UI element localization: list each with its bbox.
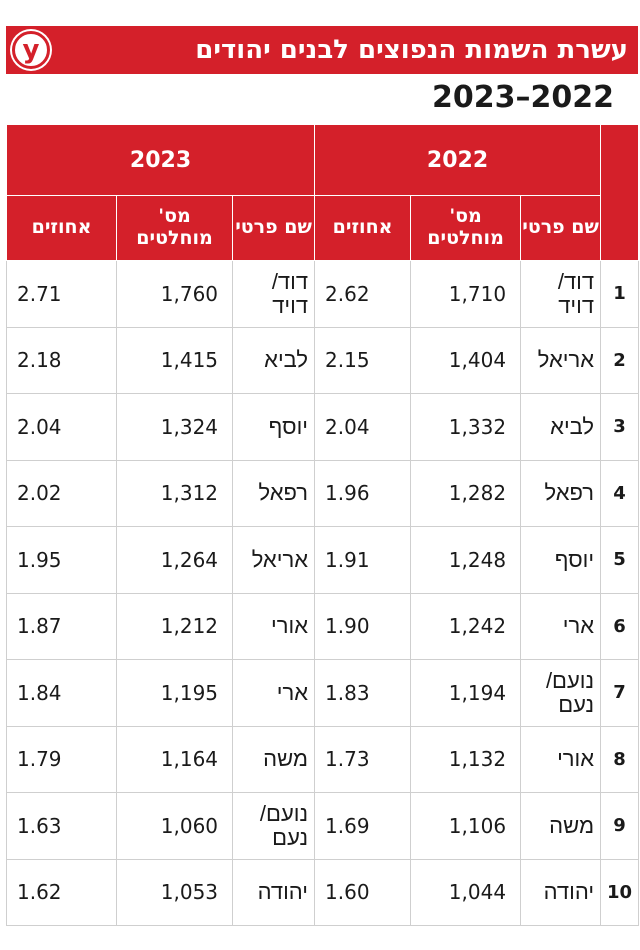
name-cell-2023: לביא xyxy=(232,326,316,394)
name-cell-2023: אורי xyxy=(232,592,316,660)
table-row: 10 יהודה 1,044 1.60 יהודה 1,053 1.62 xyxy=(5,858,640,926)
table-row: 2 אריאל 1,404 2.15 לביא 1,415 2.18 xyxy=(5,326,640,394)
name-cell-2022: אריאל xyxy=(520,326,602,394)
rank-cell: 4 xyxy=(600,459,640,527)
percent-cell-2023: 2.04 xyxy=(5,393,118,461)
percent-cell-2022: 1.83 xyxy=(314,659,412,727)
names-table-container: 2022 2023 שם פרטי מס' מוחלטים אחוזים שם … xyxy=(5,124,640,939)
percent-cell-2022: 1.96 xyxy=(314,459,412,527)
percent-cell-2022: 1.73 xyxy=(314,725,412,793)
count-cell-2023: 1,212 xyxy=(116,592,234,660)
count-cell-2022: 1,242 xyxy=(410,592,522,660)
name-cell-2022: ארי xyxy=(520,592,602,660)
col-header-count-2022: מס' מוחלטים xyxy=(410,195,522,261)
page-subtitle: 2023–2022 xyxy=(432,80,614,115)
col-header-name-2022: שם פרטי xyxy=(520,195,602,261)
year-header-2023: 2023 xyxy=(5,124,316,196)
percent-cell-2023: 2.71 xyxy=(5,260,118,328)
count-cell-2023: 1,312 xyxy=(116,459,234,527)
percent-cell-2023: 1.84 xyxy=(5,659,118,727)
rank-cell: 6 xyxy=(600,592,640,660)
ynet-logo-icon: y xyxy=(12,31,50,69)
rank-cell: 9 xyxy=(600,792,640,860)
rank-cell: 1 xyxy=(600,260,640,328)
name-cell-2022: דוד/ דויד xyxy=(520,260,602,328)
name-cell-2022: לביא xyxy=(520,393,602,461)
title-bar: y עשרת השמות הנפוצים לבנים יהודים xyxy=(6,26,638,74)
count-cell-2022: 1,282 xyxy=(410,459,522,527)
name-cell-2022: אורי xyxy=(520,725,602,793)
name-cell-2023: נועם/ נעם xyxy=(232,792,316,860)
percent-cell-2022: 1.60 xyxy=(314,858,412,926)
table-row: 9 משה 1,106 1.69 נועם/ נעם 1,060 1.63 xyxy=(5,792,640,860)
percent-cell-2023: 1.79 xyxy=(5,725,118,793)
logo-letter: y xyxy=(22,35,40,65)
year-header-2022: 2022 xyxy=(314,124,602,196)
percent-cell-2023: 1.62 xyxy=(5,858,118,926)
table-row: 6 ארי 1,242 1.90 אורי 1,212 1.87 xyxy=(5,592,640,660)
name-cell-2023: ארי xyxy=(232,659,316,727)
percent-cell-2023: 1.95 xyxy=(5,526,118,594)
page-title: עשרת השמות הנפוצים לבנים יהודים xyxy=(195,35,628,65)
percent-cell-2022: 1.90 xyxy=(314,592,412,660)
count-cell-2022: 1,194 xyxy=(410,659,522,727)
rank-cell: 3 xyxy=(600,393,640,461)
count-cell-2022: 1,710 xyxy=(410,260,522,328)
count-cell-2022: 1,044 xyxy=(410,858,522,926)
rank-cell: 5 xyxy=(600,526,640,594)
count-cell-2022: 1,332 xyxy=(410,393,522,461)
percent-cell-2023: 2.02 xyxy=(5,459,118,527)
count-cell-2023: 1,164 xyxy=(116,725,234,793)
name-cell-2022: רפאל xyxy=(520,459,602,527)
col-header-percent-2022: אחוזים xyxy=(314,195,412,261)
table-row: 1 דוד/ דויד 1,710 2.62 דוד/ דויד 1,760 2.71 xyxy=(5,260,640,328)
rank-cell: 2 xyxy=(600,326,640,394)
rank-header xyxy=(600,124,640,261)
col-header-name-2023: שם פרטי xyxy=(232,195,316,261)
name-cell-2022: נועם/ נעם xyxy=(520,659,602,727)
name-cell-2023: דוד/ דויד xyxy=(232,260,316,328)
rank-cell: 7 xyxy=(600,659,640,727)
count-cell-2023: 1,195 xyxy=(116,659,234,727)
col-header-count-2023: מס' מוחלטים xyxy=(116,195,234,261)
name-cell-2023: משה xyxy=(232,725,316,793)
percent-cell-2023: 1.87 xyxy=(5,592,118,660)
percent-cell-2023: 1.63 xyxy=(5,792,118,860)
name-cell-2022: יוסף xyxy=(520,526,602,594)
count-cell-2023: 1,060 xyxy=(116,792,234,860)
percent-cell-2022: 2.15 xyxy=(314,326,412,394)
table-row: 3 לביא 1,332 2.04 יוסף 1,324 2.04 xyxy=(5,393,640,461)
percent-cell-2022: 1.69 xyxy=(314,792,412,860)
name-cell-2022: יהודה xyxy=(520,858,602,926)
name-cell-2023: יוסף xyxy=(232,393,316,461)
name-cell-2022: משה xyxy=(520,792,602,860)
count-cell-2023: 1,053 xyxy=(116,858,234,926)
count-cell-2023: 1,760 xyxy=(116,260,234,328)
rank-cell: 10 xyxy=(600,858,640,926)
name-cell-2023: רפאל xyxy=(232,459,316,527)
table-row: 7 נועם/ נעם 1,194 1.83 ארי 1,195 1.84 xyxy=(5,659,640,727)
names-table: 2022 2023 שם פרטי מס' מוחלטים אחוזים שם … xyxy=(5,124,640,926)
name-cell-2023: אריאל xyxy=(232,526,316,594)
count-cell-2023: 1,264 xyxy=(116,526,234,594)
count-cell-2023: 1,415 xyxy=(116,326,234,394)
count-cell-2022: 1,404 xyxy=(410,326,522,394)
rank-cell: 8 xyxy=(600,725,640,793)
count-cell-2022: 1,248 xyxy=(410,526,522,594)
col-header-percent-2023: אחוזים xyxy=(5,195,118,261)
count-cell-2023: 1,324 xyxy=(116,393,234,461)
percent-cell-2022: 2.04 xyxy=(314,393,412,461)
count-cell-2022: 1,132 xyxy=(410,725,522,793)
name-cell-2023: יהודה xyxy=(232,858,316,926)
percent-cell-2022: 1.91 xyxy=(314,526,412,594)
table-row: 8 אורי 1,132 1.73 משה 1,164 1.79 xyxy=(5,725,640,793)
table-row: 5 יוסף 1,248 1.91 אריאל 1,264 1.95 xyxy=(5,526,640,594)
count-cell-2022: 1,106 xyxy=(410,792,522,860)
percent-cell-2022: 2.62 xyxy=(314,260,412,328)
table-row: 4 רפאל 1,282 1.96 רפאל 1,312 2.02 xyxy=(5,459,640,527)
percent-cell-2023: 2.18 xyxy=(5,326,118,394)
